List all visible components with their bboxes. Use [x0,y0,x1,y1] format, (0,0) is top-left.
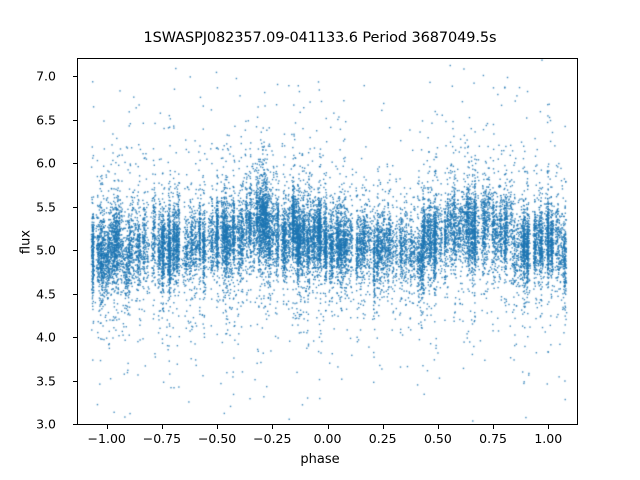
y-tick-mark [73,337,77,338]
y-tick-mark [73,294,77,295]
y-tick-label: 4.0 [36,329,56,345]
y-tick-label: 6.5 [36,112,56,128]
x-tick-mark [548,425,549,429]
y-tick-mark [73,207,77,208]
x-tick-mark [272,425,273,429]
y-tick-label: 3.0 [36,416,56,432]
x-tick-label: −0.25 [253,431,292,446]
x-tick-label: 0.75 [479,431,508,446]
y-tick-label: 3.5 [36,373,56,389]
y-tick-label: 6.0 [36,155,56,171]
x-tick-label: 0.25 [368,431,397,446]
y-tick-mark [73,381,77,382]
x-tick-mark [217,425,218,429]
scatter-plot-canvas [78,59,577,424]
y-tick-mark [73,424,77,425]
y-tick-mark [73,76,77,77]
plot-axes [77,58,578,425]
x-tick-label: −0.75 [142,431,182,446]
y-tick-label: 5.5 [36,199,56,215]
y-tick-label: 7.0 [36,68,56,84]
x-tick-label: −0.50 [197,431,237,446]
y-tick-mark [73,120,77,121]
x-tick-mark [328,425,329,429]
page-title: 1SWASPJ082357.09-041133.6 Period 3687049… [143,30,497,46]
y-tick-mark [73,163,77,164]
x-tick-mark [493,425,494,429]
x-tick-label: 1.00 [534,431,563,446]
x-tick-mark [162,425,163,429]
x-tick-mark [107,425,108,429]
x-tick-label: −1.00 [87,431,126,446]
x-tick-label: 0.00 [313,431,342,446]
y-tick-label: 5.0 [36,242,56,258]
x-tick-mark [383,425,384,429]
y-tick-mark [73,250,77,251]
x-tick-mark [438,425,439,429]
x-axis-label: phase [300,452,340,467]
y-axis-label: flux [18,229,34,255]
y-tick-label: 4.5 [36,286,56,302]
x-tick-label: 0.50 [423,431,452,446]
